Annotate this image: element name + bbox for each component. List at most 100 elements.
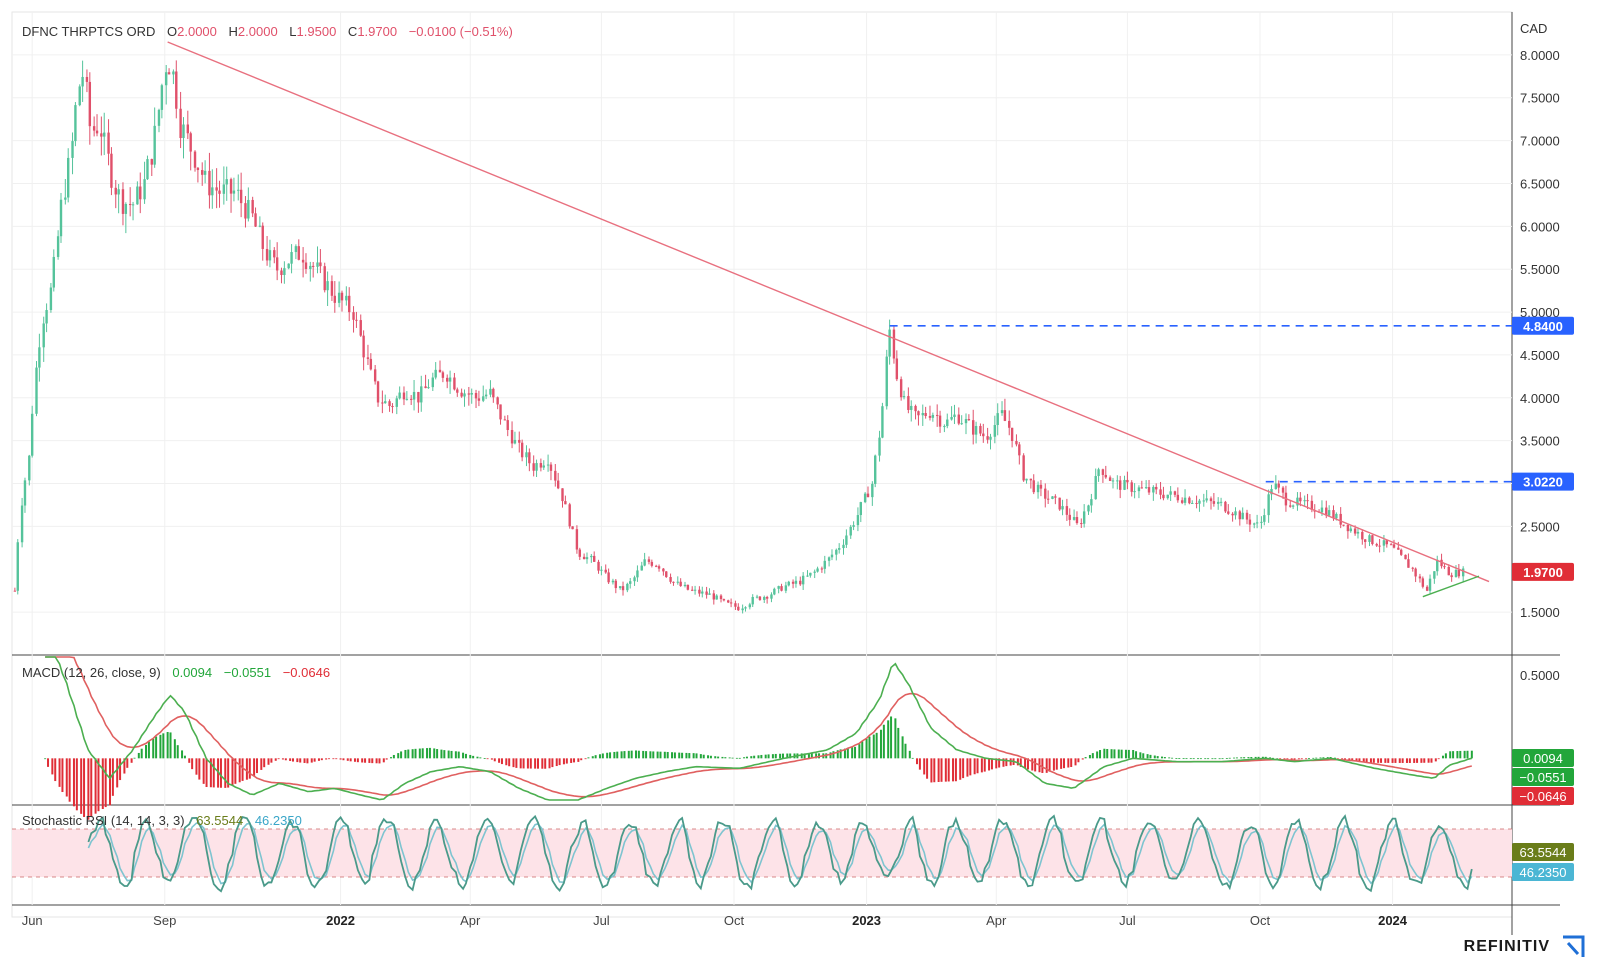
candle-body bbox=[528, 452, 531, 464]
candle-body bbox=[157, 109, 161, 126]
candle-body bbox=[758, 596, 762, 600]
macd-pane[interactable] bbox=[44, 656, 1473, 820]
candle-body bbox=[1022, 455, 1025, 481]
candle-body bbox=[1166, 494, 1169, 499]
macd-histogram-bar bbox=[299, 758, 302, 763]
macd-histogram-bar bbox=[534, 758, 537, 769]
close-value: 1.9700 bbox=[357, 24, 397, 39]
macd-histogram-bar bbox=[673, 752, 676, 759]
macd-histogram-bar bbox=[1416, 758, 1419, 763]
candle-body bbox=[672, 581, 675, 583]
candle-body bbox=[412, 391, 416, 400]
candle-body bbox=[247, 199, 250, 219]
currency-label: CAD bbox=[1520, 21, 1547, 36]
macd-y-tick-label: 0.5000 bbox=[1520, 668, 1560, 683]
macd-histogram-bar bbox=[1060, 758, 1063, 769]
macd-histogram-bar bbox=[829, 752, 832, 759]
macd-histogram-bar bbox=[858, 744, 861, 759]
macd-histogram-bar bbox=[119, 758, 122, 781]
macd-histogram-bar bbox=[767, 754, 770, 759]
candle-body bbox=[1000, 410, 1004, 414]
price-pane[interactable] bbox=[13, 41, 1512, 614]
macd-histogram-bar bbox=[573, 758, 576, 763]
candle-body bbox=[59, 199, 63, 237]
macd-histogram-bar bbox=[500, 758, 503, 765]
candle-body bbox=[676, 581, 679, 583]
candle-body bbox=[1188, 497, 1191, 504]
macd-histogram-bar bbox=[699, 754, 702, 759]
macd-histogram-bar bbox=[68, 758, 71, 802]
candle-body bbox=[1169, 491, 1172, 495]
candle-body bbox=[1065, 506, 1069, 515]
x-tick-label: Apr bbox=[460, 913, 481, 928]
macd-histogram-bar bbox=[1344, 758, 1347, 760]
candle-body bbox=[506, 420, 509, 430]
macd-histogram-bar bbox=[421, 748, 424, 759]
macd-histogram-bar bbox=[998, 758, 1001, 768]
macd-histogram-bar bbox=[94, 758, 97, 814]
stochastic-rsi-pane[interactable] bbox=[12, 814, 1512, 893]
svg-text:MACD (12, 26, close, 9) 0.: MACD (12, 26, close, 9) 0.0094 −0.0551 −… bbox=[22, 665, 330, 680]
macd-histogram-bar bbox=[289, 758, 292, 761]
candle-body bbox=[49, 287, 53, 311]
candle-body bbox=[571, 526, 574, 530]
candle-body bbox=[874, 455, 877, 484]
candle-body bbox=[381, 402, 384, 404]
candle-body bbox=[1327, 510, 1331, 516]
candle-body bbox=[751, 596, 754, 605]
candle-body bbox=[482, 396, 485, 401]
macd-histogram-bar bbox=[990, 758, 993, 770]
macd-histogram-bar bbox=[1351, 758, 1354, 761]
macd-histogram-bar bbox=[714, 756, 717, 759]
candle-body bbox=[52, 256, 55, 288]
macd-histogram-bar bbox=[954, 758, 957, 782]
candle-body bbox=[189, 133, 192, 152]
macd-histogram-bar bbox=[854, 746, 857, 759]
macd-histogram-bar bbox=[137, 752, 140, 759]
macd-histogram-bar bbox=[1336, 758, 1339, 760]
signal-value-tag-text: −0.0551 bbox=[1519, 770, 1566, 785]
candle-body bbox=[229, 179, 233, 194]
candle-body bbox=[186, 124, 190, 134]
macd-histogram-bar bbox=[490, 758, 493, 760]
candle-body bbox=[845, 535, 848, 545]
macd-histogram-bar bbox=[342, 758, 345, 761]
candle-body bbox=[823, 560, 826, 569]
candle-body bbox=[1454, 569, 1458, 578]
candle-body bbox=[787, 581, 790, 586]
macd-histogram-bar bbox=[284, 758, 287, 761]
candle-body bbox=[1039, 484, 1043, 489]
macd-histogram-bar bbox=[1358, 758, 1361, 762]
macd-histogram-bar bbox=[1355, 758, 1358, 762]
candle-body bbox=[78, 86, 81, 106]
macd-histogram-bar bbox=[253, 758, 256, 777]
candle-body bbox=[117, 189, 120, 195]
candle-body bbox=[1342, 524, 1345, 526]
candle-body bbox=[208, 170, 211, 196]
candle-body bbox=[103, 132, 106, 137]
signal-legend-value: −0.0551 bbox=[224, 665, 271, 680]
macd-histogram-bar bbox=[450, 750, 453, 759]
candle-body bbox=[477, 398, 481, 401]
macd-histogram-bar bbox=[702, 754, 705, 759]
candle-body bbox=[849, 526, 852, 536]
high-value: 2.0000 bbox=[238, 24, 278, 39]
candle-body bbox=[1325, 507, 1328, 516]
hist-legend-value: −0.0646 bbox=[283, 665, 330, 680]
macd-histogram-bar bbox=[519, 758, 522, 769]
macd-histogram-bar bbox=[750, 756, 753, 759]
candle-body bbox=[1353, 528, 1357, 534]
candle-body bbox=[618, 586, 622, 589]
level-tag-high: 4.8400 bbox=[1512, 316, 1574, 335]
macd-histogram-bar bbox=[1185, 758, 1188, 760]
macd-histogram-bar bbox=[1067, 758, 1070, 768]
low-value: 1.9500 bbox=[297, 24, 337, 39]
macd-histogram-bar bbox=[274, 758, 277, 761]
macd-histogram-bar bbox=[1168, 757, 1171, 759]
macd-histogram-bar bbox=[162, 733, 165, 759]
macd-histogram-bar bbox=[1452, 751, 1455, 759]
macd-histogram-bar bbox=[1041, 758, 1044, 773]
open-value: 2.0000 bbox=[177, 24, 217, 39]
candle-body bbox=[1371, 535, 1374, 545]
macd-histogram-bar bbox=[1312, 757, 1315, 759]
